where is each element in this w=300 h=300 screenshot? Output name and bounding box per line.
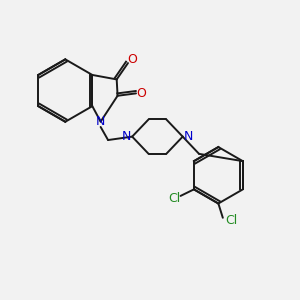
Text: N: N bbox=[95, 115, 105, 128]
Text: Cl: Cl bbox=[168, 192, 180, 205]
Text: N: N bbox=[183, 130, 193, 143]
Text: O: O bbox=[136, 87, 146, 100]
Text: N: N bbox=[122, 130, 131, 143]
Text: Cl: Cl bbox=[225, 214, 237, 226]
Text: O: O bbox=[128, 53, 137, 66]
